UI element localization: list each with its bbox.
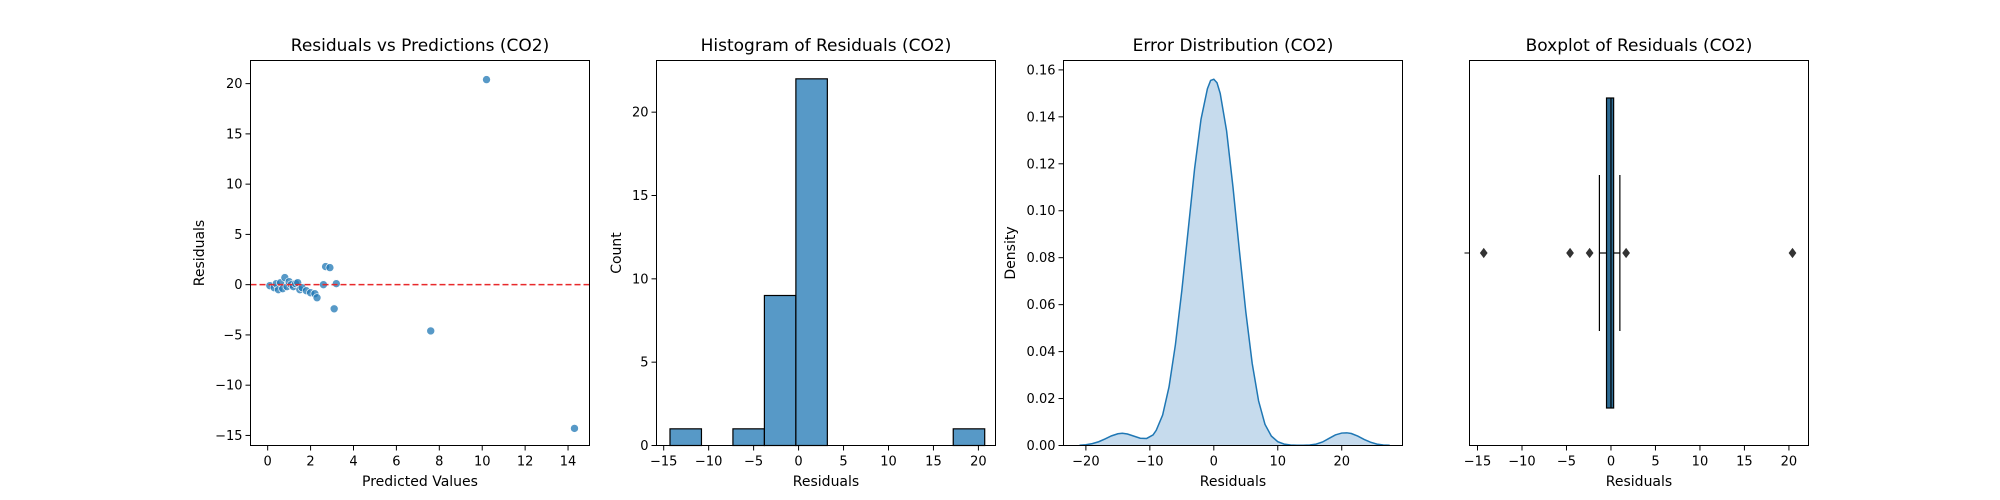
x-tick-label: 10 (880, 455, 897, 470)
scatter-point (570, 424, 579, 433)
interquartile-box (1605, 97, 1615, 409)
scatter-point (329, 304, 339, 314)
error-distribution-panel: −20 −10 0 10 20 0.00 0.02 0.04 0.06 0.08 0.10 0.12 0… (1003, 36, 1403, 490)
histogram-bar (669, 428, 703, 447)
scatter-point (325, 263, 335, 272)
y-tick-label: 0.06 (1027, 298, 1056, 313)
residuals-vs-predictions-panel: 0 2 4 6 8 10 12 14 −15 −10 −5 0 5 10 15 20 Residuals vs… (192, 36, 590, 490)
scatter-point (332, 279, 341, 288)
x-tick-label: −5 (1557, 455, 1576, 470)
x-tick-label: 14 (560, 455, 577, 470)
x-tick-label: 5 (839, 455, 847, 470)
y-tick-label: 15 (226, 127, 243, 142)
y-tick-label: −15 (215, 429, 242, 444)
x-tick-label: 10 (1692, 455, 1709, 470)
x-tick-label: 12 (517, 455, 534, 470)
outlier-point (1585, 247, 1594, 259)
chart-title: Histogram of Residuals (CO2) (701, 36, 952, 56)
x-tick-label: 10 (474, 455, 491, 470)
x-tick-label: −15 (650, 455, 677, 470)
y-tick-label: 15 (632, 189, 649, 204)
y-tick-label: 0.02 (1027, 392, 1056, 407)
x-tick-label: 0 (794, 455, 802, 470)
x-axis-label: Residuals (1606, 474, 1672, 490)
histogram-panel: −15 −10 −5 0 5 10 15 20 0 5 10 15 20 Histogram of Re… (609, 36, 996, 490)
y-tick-label: 10 (632, 272, 649, 287)
histogram-bar (795, 78, 828, 447)
y-tick-label: −5 (223, 328, 242, 343)
chart-title: Boxplot of Residuals (CO2) (1526, 36, 1753, 56)
y-tick-label: 5 (234, 228, 242, 243)
x-tick-label: −10 (1136, 455, 1163, 470)
x-tick-label: 2 (306, 455, 314, 470)
y-tick-label: 0.12 (1027, 157, 1056, 172)
plot-frame (250, 60, 590, 446)
x-tick-label: −20 (1072, 455, 1099, 470)
plot-frame (1063, 60, 1403, 446)
y-axis-label: Density (1003, 226, 1019, 279)
x-tick-label: 0 (1210, 455, 1218, 470)
y-axis-label: Count (609, 232, 625, 274)
x-tick-label: 15 (925, 455, 942, 470)
plot-frame (1469, 60, 1809, 446)
x-tick-label: 0 (264, 455, 272, 470)
boxplot-panel: −15 −10 −5 0 5 10 15 20 Boxplot of Residuals (C… (1464, 36, 1809, 490)
x-axis-label: Predicted Values (362, 474, 478, 490)
kde-area (1079, 79, 1390, 446)
y-tick-label: 0.00 (1027, 439, 1056, 454)
histogram-bar (763, 294, 797, 447)
outlier-point (1788, 247, 1797, 259)
y-tick-label: 0.14 (1027, 110, 1056, 125)
x-tick-label: 5 (1651, 455, 1659, 470)
outlier-point (1622, 247, 1630, 259)
x-tick-label: 6 (392, 455, 400, 470)
y-tick-label: 0 (234, 278, 242, 293)
outlier-point (1479, 247, 1488, 259)
y-tick-label: −10 (215, 379, 242, 394)
x-axis-label: Residuals (1200, 474, 1266, 490)
x-tick-label: 10 (1270, 455, 1287, 470)
y-tick-label: 0.08 (1027, 251, 1056, 266)
y-tick-label: 0.16 (1027, 63, 1056, 78)
outlier-point (1566, 247, 1574, 259)
kde-curve (1079, 78, 1390, 447)
y-tick-label: 20 (632, 106, 649, 121)
y-tick-label: 10 (226, 178, 243, 193)
x-tick-label: −10 (1508, 455, 1535, 470)
x-tick-label: 20 (1333, 455, 1350, 470)
x-tick-label: 20 (970, 455, 987, 470)
x-tick-label: 8 (435, 455, 443, 470)
x-axis-label: Residuals (793, 474, 859, 490)
histogram-bar (732, 428, 766, 447)
chart-title: Residuals vs Predictions (CO2) (291, 36, 549, 56)
plot-frame (656, 60, 996, 446)
histogram-bar (952, 428, 986, 447)
x-tick-label: −10 (695, 455, 722, 470)
scatter-point (312, 293, 322, 303)
y-axis-label: Residuals (192, 220, 208, 286)
scatter-point (426, 326, 436, 336)
x-tick-label: 4 (349, 455, 357, 470)
x-tick-label: −5 (744, 455, 763, 470)
x-tick-label: 15 (1736, 455, 1753, 470)
scatter-point (482, 75, 491, 84)
y-tick-label: 0.04 (1027, 345, 1056, 360)
x-tick-label: 20 (1781, 455, 1798, 470)
y-tick-label: 5 (640, 356, 648, 371)
y-tick-label: 0.10 (1027, 204, 1056, 219)
chart-title: Error Distribution (CO2) (1133, 36, 1334, 56)
x-tick-label: 0 (1607, 455, 1615, 470)
y-tick-label: 0 (640, 439, 648, 454)
y-tick-label: 20 (226, 77, 243, 92)
x-tick-label: −15 (1464, 455, 1491, 470)
